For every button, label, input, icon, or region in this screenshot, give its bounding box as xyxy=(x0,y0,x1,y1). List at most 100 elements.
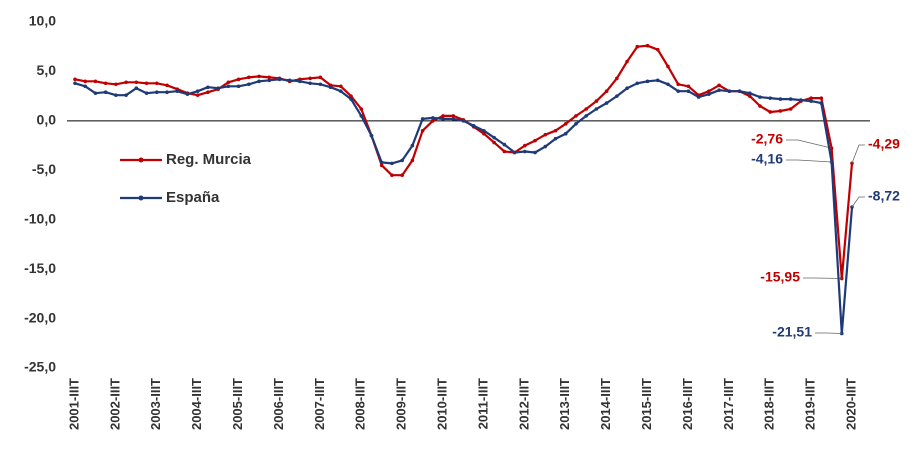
point xyxy=(492,135,496,140)
point xyxy=(431,116,435,120)
point xyxy=(696,95,701,99)
y-tick-label: -10,0 xyxy=(24,210,56,226)
point xyxy=(124,80,128,85)
point xyxy=(185,92,190,96)
x-tick-label: 2003-IIIT xyxy=(148,378,163,430)
point xyxy=(655,47,660,52)
point xyxy=(604,89,609,93)
point xyxy=(247,75,251,80)
point xyxy=(308,81,312,86)
point xyxy=(451,117,456,121)
point xyxy=(839,331,844,336)
point xyxy=(390,173,394,178)
point xyxy=(686,84,691,89)
point xyxy=(563,131,568,136)
point xyxy=(717,88,721,93)
point xyxy=(400,158,404,163)
point xyxy=(819,96,824,100)
point xyxy=(359,107,364,111)
point xyxy=(533,138,537,143)
point xyxy=(645,79,650,84)
point xyxy=(809,99,813,103)
leader-line xyxy=(803,277,842,279)
point xyxy=(226,80,231,85)
x-tick-label: 2014-IIIT xyxy=(598,378,613,430)
point xyxy=(114,82,118,87)
x-tick-label: 2004-IIIT xyxy=(189,378,204,430)
point xyxy=(267,78,272,83)
point xyxy=(461,119,466,123)
point xyxy=(134,86,139,91)
point xyxy=(93,79,98,84)
leader-line xyxy=(786,139,832,149)
point xyxy=(410,158,415,163)
x-tick-label: 2011-IIIT xyxy=(475,378,490,429)
point xyxy=(594,99,599,103)
point xyxy=(390,161,394,166)
point xyxy=(267,75,272,80)
point xyxy=(543,132,548,137)
point xyxy=(788,97,793,101)
point xyxy=(543,144,548,149)
point xyxy=(615,76,619,81)
point xyxy=(625,59,629,64)
point xyxy=(553,136,558,141)
point xyxy=(523,143,527,148)
point xyxy=(788,107,793,111)
x-tick-label: 2009-IIIT xyxy=(394,378,409,430)
point xyxy=(114,93,118,97)
point xyxy=(615,94,619,98)
point xyxy=(298,79,302,84)
point xyxy=(73,81,77,86)
point xyxy=(758,95,762,99)
point xyxy=(349,97,353,101)
point xyxy=(768,110,773,114)
point xyxy=(420,128,425,133)
point xyxy=(144,81,149,86)
point xyxy=(195,93,200,97)
point xyxy=(676,89,680,93)
x-tick-label: 2008-IIIT xyxy=(353,378,368,430)
point xyxy=(83,79,88,84)
point xyxy=(747,94,752,98)
point xyxy=(686,89,691,93)
point xyxy=(758,104,762,108)
point xyxy=(216,86,220,91)
y-tick-label: 5,0 xyxy=(37,62,57,78)
x-tick-label: 2005-IIIT xyxy=(230,378,245,430)
x-tick-label: 2001-IIIT xyxy=(66,378,81,430)
point xyxy=(584,114,588,118)
point xyxy=(257,79,261,84)
y-tick-label: 0,0 xyxy=(37,112,57,128)
point xyxy=(420,117,425,121)
point xyxy=(134,80,139,85)
point xyxy=(839,276,844,281)
point xyxy=(625,86,629,91)
data-label: -21,51 xyxy=(772,324,812,340)
point xyxy=(206,90,210,94)
x-tick-label: 2018-IIIT xyxy=(762,378,777,430)
point xyxy=(482,131,486,136)
data-label: -15,95 xyxy=(760,269,800,285)
point xyxy=(93,91,98,95)
point xyxy=(247,82,251,87)
point xyxy=(778,109,783,113)
data-label: -8,72 xyxy=(868,188,900,204)
leader-line xyxy=(786,159,832,163)
point xyxy=(819,101,824,105)
x-tick-label: 2017-IIIT xyxy=(721,378,736,430)
data-label: -2,76 xyxy=(751,131,783,147)
point xyxy=(707,92,711,96)
point xyxy=(737,89,742,93)
point xyxy=(175,89,180,93)
point xyxy=(584,107,588,111)
point xyxy=(512,150,517,155)
x-tick-label: 2015-IIIT xyxy=(639,378,654,430)
point xyxy=(226,84,231,89)
point xyxy=(502,149,507,154)
point xyxy=(707,89,711,93)
point xyxy=(604,101,609,105)
point xyxy=(318,75,323,80)
y-tick-label: 10,0 xyxy=(29,13,56,29)
point xyxy=(277,77,282,82)
